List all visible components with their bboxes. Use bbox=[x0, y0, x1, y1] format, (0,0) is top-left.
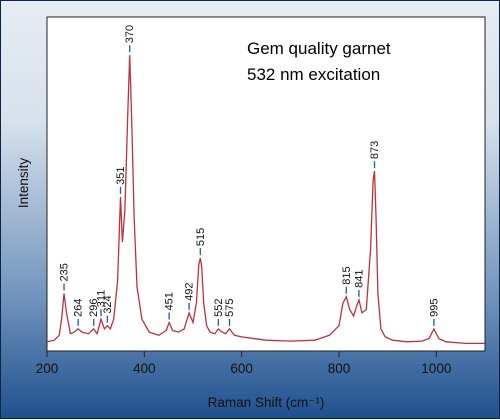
peak-label: 515 bbox=[195, 228, 207, 246]
annotation-line-1: Gem quality garnet bbox=[247, 39, 391, 58]
peak-label: 995 bbox=[428, 299, 440, 317]
peak-label: 552 bbox=[213, 299, 225, 317]
peak-label: 575 bbox=[224, 299, 236, 317]
x-tick-label: 1000 bbox=[421, 361, 451, 376]
peak-label: 324 bbox=[102, 295, 114, 313]
peak-label: 815 bbox=[341, 266, 353, 284]
peak-label: 451 bbox=[164, 292, 176, 310]
x-tick-label: 600 bbox=[230, 361, 253, 376]
peak-label: 235 bbox=[59, 263, 71, 281]
plot-area bbox=[46, 16, 486, 352]
peak-label: 311 bbox=[96, 290, 108, 308]
peak-label: 351 bbox=[115, 167, 127, 185]
x-tick-label: 200 bbox=[36, 361, 59, 376]
peak-label: 492 bbox=[184, 282, 196, 300]
peak-label: 296 bbox=[88, 299, 100, 317]
x-axis-title: Raman Shift (cm⁻¹) bbox=[208, 395, 325, 410]
spectrum-line bbox=[46, 55, 485, 345]
peak-label: 370 bbox=[124, 25, 136, 43]
x-tick-label: 400 bbox=[133, 361, 156, 376]
annotation-line-2: 532 nm excitation bbox=[247, 65, 380, 84]
peak-label: 841 bbox=[353, 270, 365, 288]
y-axis-title: Intensity bbox=[16, 158, 31, 209]
x-tick-label: 800 bbox=[328, 361, 351, 376]
x-axis-ticks: 200 400 600 800 1000 bbox=[36, 351, 451, 376]
peak-label: 264 bbox=[73, 299, 85, 317]
peak-label: 873 bbox=[369, 141, 381, 159]
